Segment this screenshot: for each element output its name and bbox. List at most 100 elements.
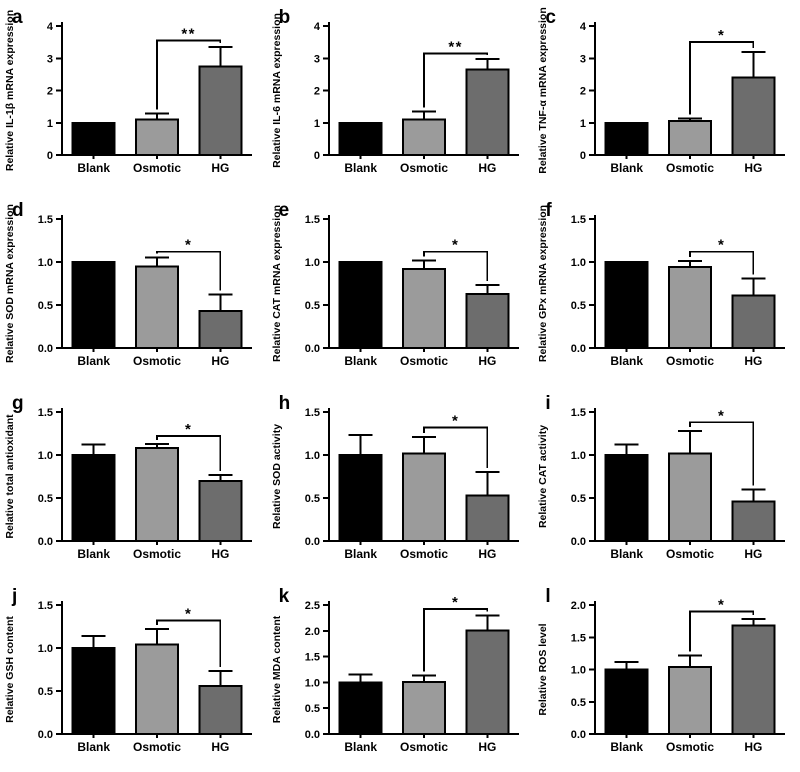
bar-hg xyxy=(198,684,243,735)
bar-chart-i: 0.0 0.5 1.0 1.5 Relative CAT activity Blank Os… xyxy=(537,407,786,561)
y-tick-label: 2 xyxy=(47,86,53,98)
bar-hg xyxy=(464,629,509,736)
y-tick-label: 1.0 xyxy=(304,450,319,462)
category-label: HG xyxy=(478,740,496,754)
y-tick-label: 0.5 xyxy=(38,493,53,505)
bar-chart-a: 0 1 2 3 4 Relative IL-1β mRNA expression Blank… xyxy=(4,10,252,175)
significance-bracket xyxy=(689,250,755,275)
significance-bracket xyxy=(422,608,488,672)
y-tick-label: 2.0 xyxy=(304,626,319,638)
y-tick-label: 1.0 xyxy=(38,450,53,462)
category-label: Blank xyxy=(344,547,377,561)
y-tick-label: 1 xyxy=(314,118,320,130)
panel-letter: d xyxy=(12,200,24,221)
y-tick-label: 0.5 xyxy=(304,703,319,715)
significance-bracket xyxy=(689,610,755,652)
category-label: Osmotic xyxy=(666,740,714,754)
bar-chart-j: 0.0 0.5 1.0 1.5 Relative GSH content Blank Osm… xyxy=(4,600,252,754)
category-label: Osmotic xyxy=(133,547,181,561)
y-tick-label: 0.5 xyxy=(571,697,586,709)
y-tick-label: 2.0 xyxy=(571,600,586,612)
category-label: HG xyxy=(211,161,229,175)
significance-label: * xyxy=(452,237,459,254)
category-label: Osmotic xyxy=(133,740,181,754)
category-label: HG xyxy=(478,161,496,175)
category-label: HG xyxy=(211,354,229,368)
y-tick-label: 1.0 xyxy=(304,257,319,269)
y-tick-label: 3 xyxy=(314,53,320,65)
significance-label: * xyxy=(718,27,725,44)
category-label: Osmotic xyxy=(133,354,181,368)
bar-hg xyxy=(198,65,243,156)
category-label: HG xyxy=(478,354,496,368)
category-label: Blank xyxy=(77,161,110,175)
y-tick-label: 0.5 xyxy=(38,300,53,312)
category-label: Osmotic xyxy=(133,161,181,175)
bar-osmotic xyxy=(401,118,446,156)
bar-hg xyxy=(731,500,776,543)
panel-letter: k xyxy=(278,586,290,607)
y-axis-label: Relative total antioxidant xyxy=(4,414,16,539)
bar-hg xyxy=(464,68,509,156)
y-tick-label: 1.0 xyxy=(38,643,53,655)
y-tick-label: 2 xyxy=(314,86,320,98)
panel-letter: g xyxy=(12,393,24,414)
bar-chart-k: 0.0 0.5 1.0 1.5 2.0 2.5 Relative MDA content Bl… xyxy=(271,594,519,754)
panel-letter: i xyxy=(545,393,551,414)
bar-osmotic xyxy=(668,452,713,542)
category-label: Osmotic xyxy=(666,354,714,368)
panel-j: j 0.0 0.5 1.0 1.5 Relative GSH content Blank Os… xyxy=(0,579,267,772)
panel-letter: h xyxy=(278,393,291,414)
category-label: Blank xyxy=(611,547,644,561)
bar-chart-l: 0.0 0.5 1.0 1.5 2.0 Relative ROS level Blank Os… xyxy=(537,596,786,754)
bar-osmotic xyxy=(668,120,713,156)
panel-f: f 0.0 0.5 1.0 1.5 Relative GPx mRNA expressio… xyxy=(533,193,800,386)
significance-label: * xyxy=(718,407,725,424)
category-label: Osmotic xyxy=(400,547,448,561)
y-axis-label: Relative MDA content xyxy=(271,615,283,723)
y-axis-label: Relative ROS level xyxy=(537,623,549,715)
bar-blank xyxy=(338,121,383,156)
panel-b: b 0 1 2 3 4 Relative IL-6 mRNA expression Blank… xyxy=(267,0,534,193)
significance-bracket xyxy=(422,250,488,282)
y-axis-label: Relative SOD activity xyxy=(271,424,283,529)
y-tick-label: 0.0 xyxy=(571,343,586,355)
panel-k: k 0.0 0.5 1.0 1.5 2.0 2.5 Relative MDA content B… xyxy=(267,579,534,772)
y-tick-label: 0.5 xyxy=(304,493,319,505)
y-tick-label: 0.0 xyxy=(571,536,586,548)
significance-bracket xyxy=(156,619,222,668)
y-tick-label: 0.0 xyxy=(571,729,586,741)
bar-osmotic xyxy=(668,665,713,735)
y-tick-label: 1.5 xyxy=(304,407,319,419)
bar-blank xyxy=(71,647,116,735)
significance-label: * xyxy=(718,237,725,254)
y-tick-label: 0.0 xyxy=(38,536,53,548)
y-tick-label: 4 xyxy=(580,21,587,33)
panel-letter: c xyxy=(545,7,556,28)
bar-chart-e: 0.0 0.5 1.0 1.5 Relative CAT mRNA expression… xyxy=(271,205,519,368)
category-label: Osmotic xyxy=(400,740,448,754)
panel-letter: f xyxy=(545,200,552,221)
panel-a: a 0 1 2 3 4 Relative IL-1β mRNA expression Blan… xyxy=(0,0,267,193)
y-axis-label: Relative SOD mRNA expression xyxy=(4,204,16,363)
category-label: Osmotic xyxy=(666,161,714,175)
category-label: HG xyxy=(745,740,763,754)
significance-bracket xyxy=(422,426,488,469)
y-tick-label: 1 xyxy=(47,118,53,130)
y-tick-label: 1.5 xyxy=(304,214,319,226)
significance-label: * xyxy=(185,605,192,622)
y-tick-label: 1.0 xyxy=(571,257,586,269)
panel-g: g 0.0 0.5 1.0 1.5 Relative total antioxidant B… xyxy=(0,386,267,579)
y-tick-label: 1.0 xyxy=(38,257,53,269)
bar-hg xyxy=(464,292,509,349)
bar-chart-c: 0 1 2 3 4 Relative TNF-α mRNA expression Blank… xyxy=(537,7,786,175)
bar-blank xyxy=(604,121,649,156)
y-tick-label: 1.5 xyxy=(38,407,53,419)
bar-chart-g: 0.0 0.5 1.0 1.5 Relative total antioxidant Bl… xyxy=(4,407,252,561)
y-tick-label: 1.0 xyxy=(571,665,586,677)
category-label: Osmotic xyxy=(666,547,714,561)
bar-blank xyxy=(338,454,383,542)
category-label: HG xyxy=(478,547,496,561)
panel-letter: b xyxy=(278,7,291,28)
y-tick-label: 1 xyxy=(580,118,586,130)
